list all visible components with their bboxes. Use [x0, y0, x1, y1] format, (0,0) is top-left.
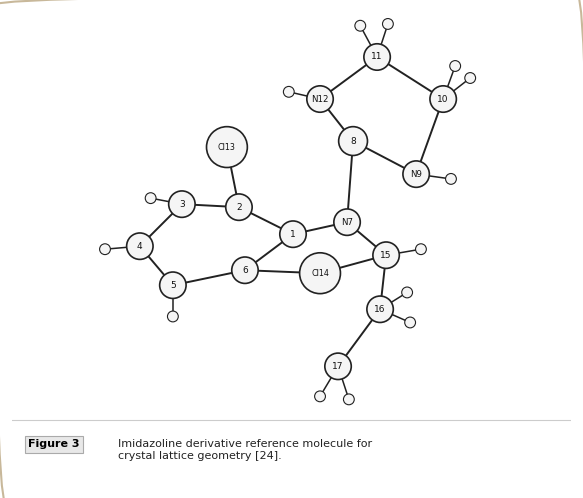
Circle shape	[339, 126, 367, 155]
Circle shape	[300, 253, 340, 294]
Circle shape	[416, 244, 426, 254]
Circle shape	[430, 86, 456, 112]
Text: Cl14: Cl14	[311, 269, 329, 278]
Circle shape	[449, 61, 461, 71]
Circle shape	[343, 394, 354, 405]
Text: Cl13: Cl13	[218, 142, 236, 151]
Circle shape	[445, 173, 456, 184]
Circle shape	[334, 209, 360, 236]
Text: 8: 8	[350, 136, 356, 145]
Circle shape	[160, 272, 186, 298]
Text: Figure 3: Figure 3	[29, 439, 80, 449]
Circle shape	[145, 193, 156, 204]
Circle shape	[405, 317, 416, 328]
Circle shape	[167, 311, 178, 322]
Circle shape	[100, 244, 110, 254]
Text: 5: 5	[170, 281, 175, 290]
Circle shape	[465, 73, 476, 83]
Circle shape	[231, 257, 258, 283]
Text: 17: 17	[332, 362, 344, 371]
Circle shape	[367, 296, 394, 323]
Circle shape	[382, 18, 394, 29]
Circle shape	[127, 233, 153, 259]
Circle shape	[402, 287, 413, 298]
Circle shape	[280, 221, 306, 248]
Text: N9: N9	[410, 170, 422, 179]
Circle shape	[315, 391, 325, 402]
Circle shape	[373, 242, 399, 268]
Circle shape	[307, 86, 333, 112]
Circle shape	[364, 44, 390, 70]
Text: 10: 10	[437, 95, 449, 104]
Text: 4: 4	[137, 242, 143, 250]
Text: Imidazoline derivative reference molecule for
crystal lattice geometry [24].: Imidazoline derivative reference molecul…	[118, 439, 372, 461]
Text: 16: 16	[374, 305, 386, 314]
Text: 11: 11	[371, 52, 383, 61]
Text: N12: N12	[311, 95, 329, 104]
Text: 1: 1	[290, 230, 296, 239]
Circle shape	[283, 87, 294, 97]
Circle shape	[168, 191, 195, 217]
Circle shape	[206, 126, 247, 167]
Text: 3: 3	[179, 200, 185, 209]
Circle shape	[403, 161, 429, 187]
Circle shape	[226, 194, 252, 220]
Circle shape	[325, 353, 352, 379]
Text: 6: 6	[242, 266, 248, 275]
Text: 2: 2	[236, 203, 242, 212]
Circle shape	[355, 20, 366, 31]
Text: N7: N7	[341, 218, 353, 227]
Text: 15: 15	[380, 250, 392, 259]
